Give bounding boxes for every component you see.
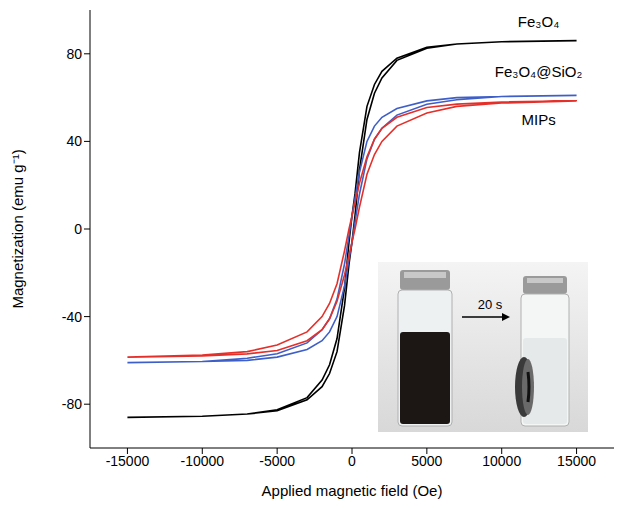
svg-text:-15000: -15000 <box>106 453 150 469</box>
svg-text:-5000: -5000 <box>259 453 295 469</box>
svg-text:-10000: -10000 <box>180 453 224 469</box>
svg-text:-80: -80 <box>62 396 82 412</box>
svg-text:Fe₃O₄@SiO₂: Fe₃O₄@SiO₂ <box>495 63 583 80</box>
svg-text:Applied magnetic field (Oe): Applied magnetic field (Oe) <box>262 482 443 499</box>
svg-text:Magnetization (emu g⁻¹): Magnetization (emu g⁻¹) <box>9 149 26 308</box>
svg-text:-40: -40 <box>62 309 82 325</box>
svg-text:MIPs: MIPs <box>521 111 555 128</box>
svg-text:10000: 10000 <box>482 453 521 469</box>
svg-text:15000: 15000 <box>557 453 596 469</box>
svg-text:0: 0 <box>74 221 82 237</box>
svg-text:5000: 5000 <box>411 453 442 469</box>
svg-text:20 s: 20 s <box>478 297 503 312</box>
svg-text:0: 0 <box>348 453 356 469</box>
svg-text:Fe₃O₄: Fe₃O₄ <box>518 13 559 30</box>
svg-text:40: 40 <box>66 133 82 149</box>
svg-text:80: 80 <box>66 46 82 62</box>
